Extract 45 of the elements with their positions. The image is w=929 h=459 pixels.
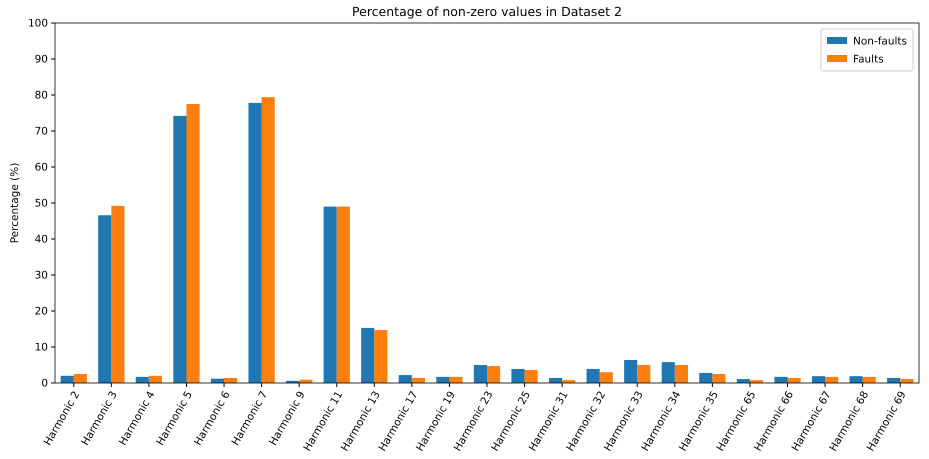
bar [524, 370, 538, 383]
bar [624, 360, 638, 383]
bar [850, 376, 863, 383]
bar [812, 376, 826, 383]
bar [98, 215, 112, 383]
bar [586, 368, 600, 383]
bar [374, 330, 388, 383]
bar [74, 374, 87, 383]
y-tick-label: 60 [34, 161, 48, 174]
bar [336, 206, 350, 383]
bar [487, 366, 500, 383]
y-axis-title: Percentage (%) [9, 162, 21, 244]
bar [324, 206, 337, 383]
bar [111, 206, 124, 383]
y-tick-label: 30 [34, 269, 48, 282]
bar [600, 372, 613, 383]
legend-label: Faults [853, 53, 884, 66]
bar [862, 376, 876, 383]
bar [398, 375, 412, 383]
bar [262, 97, 275, 383]
bar [511, 368, 525, 383]
bar [712, 374, 726, 383]
bar [662, 362, 675, 383]
bar [248, 102, 262, 383]
bar [210, 378, 224, 383]
y-tick-label: 90 [34, 53, 48, 66]
bar [361, 328, 374, 383]
y-tick-label: 20 [34, 305, 48, 318]
y-tick-label: 70 [34, 125, 48, 138]
y-tick-label: 50 [34, 197, 48, 210]
y-tick-label: 80 [34, 89, 48, 102]
bar [60, 376, 74, 383]
bar [474, 365, 487, 383]
y-tick-label: 0 [41, 377, 48, 390]
y-tick-label: 100 [28, 17, 48, 30]
y-tick-label: 10 [34, 341, 48, 354]
bar [900, 379, 914, 383]
bar [173, 116, 186, 383]
bar [186, 104, 200, 383]
chart-title: Percentage of non-zero values in Dataset 2 [352, 4, 622, 19]
bar [674, 365, 688, 383]
bar [637, 365, 650, 383]
bar [699, 372, 712, 383]
y-tick-label: 40 [34, 233, 48, 246]
legend-label: Non-faults [853, 35, 908, 48]
